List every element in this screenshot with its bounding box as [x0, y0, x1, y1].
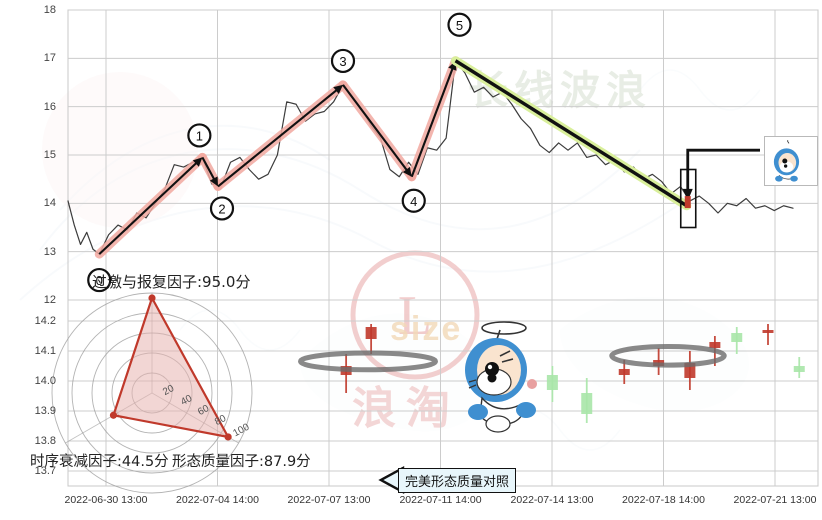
- y-tick-label: 18: [43, 4, 56, 16]
- y-tick-label: 14.0: [34, 375, 56, 387]
- y-tick-label: 13.9: [34, 405, 56, 417]
- x-tick-label: 2022-07-18 14:00: [622, 494, 705, 506]
- x-tick-label: 2022-07-04 14:00: [176, 494, 259, 506]
- candlestick: [581, 378, 593, 423]
- x-tick-label: 2022-07-11 14:00: [399, 494, 482, 506]
- y-tick-label: 12: [43, 294, 56, 306]
- y-tick-label: 14.1: [34, 345, 56, 357]
- x-tick-label: 2022-06-30 13:00: [64, 494, 148, 506]
- candlestick: [793, 357, 805, 378]
- wave-marker-2: 2: [209, 196, 235, 221]
- mascot-dog-large-icon: [465, 321, 537, 433]
- annotation-pattern-quality-factor: 形态质量因子:87.9分: [172, 454, 311, 470]
- annotation-overreaction-factor: 过激与报复因子:95.0分: [92, 273, 251, 291]
- y-tick-label: 17: [43, 52, 56, 65]
- mascot-dog-icon: [773, 140, 800, 182]
- callout-perfect-pattern-compare: 完美形态质量对照: [398, 468, 517, 493]
- y-tick-label: 13: [43, 245, 56, 258]
- x-tick-label: 2022-07-21 13:00: [733, 494, 817, 506]
- candlestick: [546, 366, 558, 402]
- x-tick-label: 2022-07-07 13:00: [287, 494, 371, 506]
- candlestick: [365, 324, 377, 354]
- wave-marker-3: 3: [330, 48, 356, 74]
- mascot-callout-box: [764, 136, 818, 186]
- annotation-time-decay-factor: 时序衰减因子:44.5分: [30, 454, 169, 470]
- x-tick-label: 2022-07-14 13:00: [510, 494, 594, 506]
- svg-text:4: 4: [410, 194, 417, 209]
- y-tick-label: 13.7: [34, 465, 56, 477]
- candlestick: [731, 327, 743, 354]
- y-tick-label: 15: [43, 149, 56, 161]
- wave-marker-4: 4: [401, 188, 426, 213]
- svg-text:2: 2: [218, 201, 225, 216]
- svg-text:1: 1: [196, 128, 203, 143]
- wave-marker-1: 1: [187, 123, 212, 148]
- svg-text:0: 0: [96, 273, 103, 288]
- wave-marker-5: 5: [447, 12, 472, 37]
- candlestick: [762, 324, 774, 345]
- candlestick: [684, 351, 696, 390]
- y-tick-label: 14: [43, 197, 56, 210]
- y-tick-label: 13.8: [34, 435, 56, 447]
- wave-marker-0: 0: [87, 267, 112, 293]
- svg-text:5: 5: [456, 18, 463, 33]
- y-tick-label: 16: [43, 100, 56, 113]
- svg-text:3: 3: [339, 54, 346, 69]
- y-tick-label: 14.2: [34, 315, 56, 327]
